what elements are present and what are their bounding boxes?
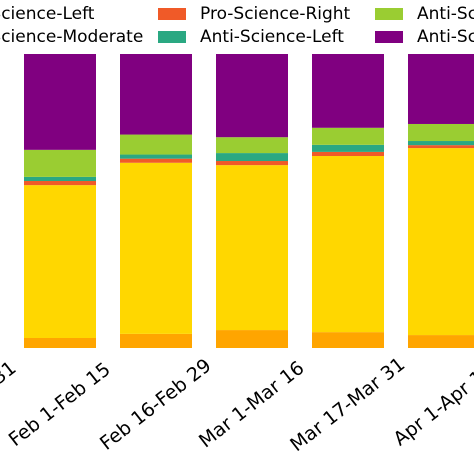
legend-swatch xyxy=(375,8,403,20)
bar-segment xyxy=(216,153,288,162)
bar-segment xyxy=(24,176,96,182)
bar-segment xyxy=(24,54,96,150)
legend-label: Anti-Science-Left xyxy=(200,27,344,47)
bar-segment xyxy=(408,141,474,146)
bar-segment xyxy=(312,151,384,157)
bar-segment xyxy=(408,145,474,149)
bar-segment xyxy=(24,149,96,177)
legend-swatch xyxy=(375,31,403,43)
bar-segment xyxy=(408,123,474,142)
bar-segment xyxy=(312,54,384,128)
bar-segment xyxy=(216,165,288,331)
bar-segment xyxy=(216,137,288,154)
bar-segment xyxy=(24,181,96,186)
bar-segment xyxy=(216,161,288,166)
bar-segment xyxy=(120,333,192,348)
bar-segment xyxy=(120,154,192,159)
legend-swatch xyxy=(158,31,186,43)
bar-segment xyxy=(312,332,384,348)
bar-segment xyxy=(120,54,192,135)
bar-segment xyxy=(24,185,96,339)
legend-label: Anti-Science-Moderate xyxy=(417,4,474,24)
legend-label: Pro-Science-Left xyxy=(0,4,95,24)
bar-segment xyxy=(120,134,192,155)
x-tick-label: Mar 17-Mar 31 xyxy=(286,353,409,456)
bar-segment xyxy=(120,162,192,334)
bar-segment xyxy=(312,127,384,145)
bar-segment xyxy=(216,330,288,348)
bar-segment xyxy=(408,54,474,124)
bar-segment xyxy=(312,144,384,152)
legend-swatch xyxy=(158,8,186,20)
bar-segment xyxy=(24,338,96,348)
legend-label: Anti-Science-Right xyxy=(417,27,474,47)
bar-segment xyxy=(120,158,192,163)
bar-segment xyxy=(408,148,474,336)
legend-label: Pro-Science-Right xyxy=(200,4,351,24)
legend-label: Pro-Science-Moderate xyxy=(0,27,143,47)
bar-segment xyxy=(312,156,384,333)
bar-segment xyxy=(408,335,474,348)
bar-segment xyxy=(216,54,288,138)
